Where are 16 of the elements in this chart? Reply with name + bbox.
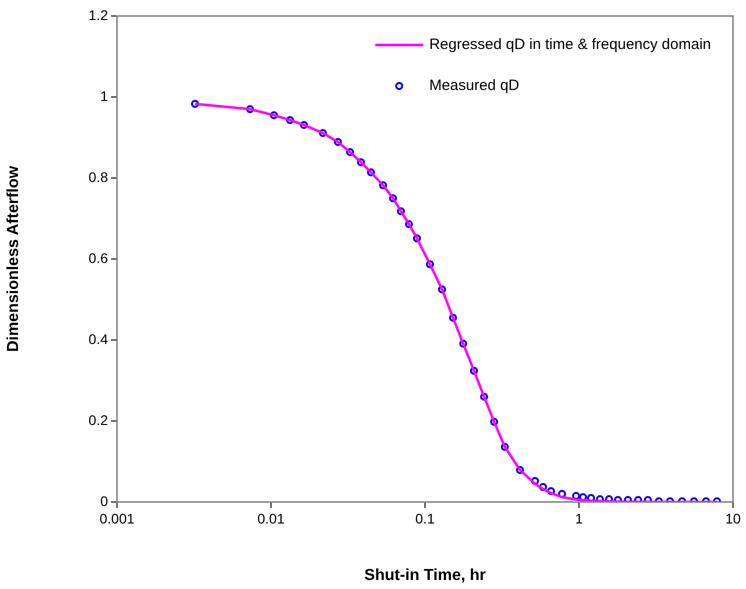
legend-label: Measured qD [429,77,520,94]
x-tick-label: 10 [725,510,741,526]
x-tick-label: 1 [575,510,584,526]
legend-label: Regressed qD in time & frequency domain [429,36,712,54]
y-tick-label: 0.4 [88,330,108,347]
x-tick-label: 0.1 [415,510,435,526]
x-axis-title: Shut-in Time, hr [364,566,486,584]
y-tick-label: 0.8 [88,168,108,185]
y-tick-label: 0 [100,492,108,509]
y-tick-label: 1 [100,88,108,104]
y-tick-label: 1.2 [88,6,108,23]
y-tick-label: 0.6 [88,250,108,266]
y-tick-label: 0.2 [88,412,108,428]
y-axis-title: Dimensionless Afterflow [5,165,22,352]
x-tick-label: 0.001 [99,510,135,526]
x-tick-label: 0.01 [257,510,285,526]
